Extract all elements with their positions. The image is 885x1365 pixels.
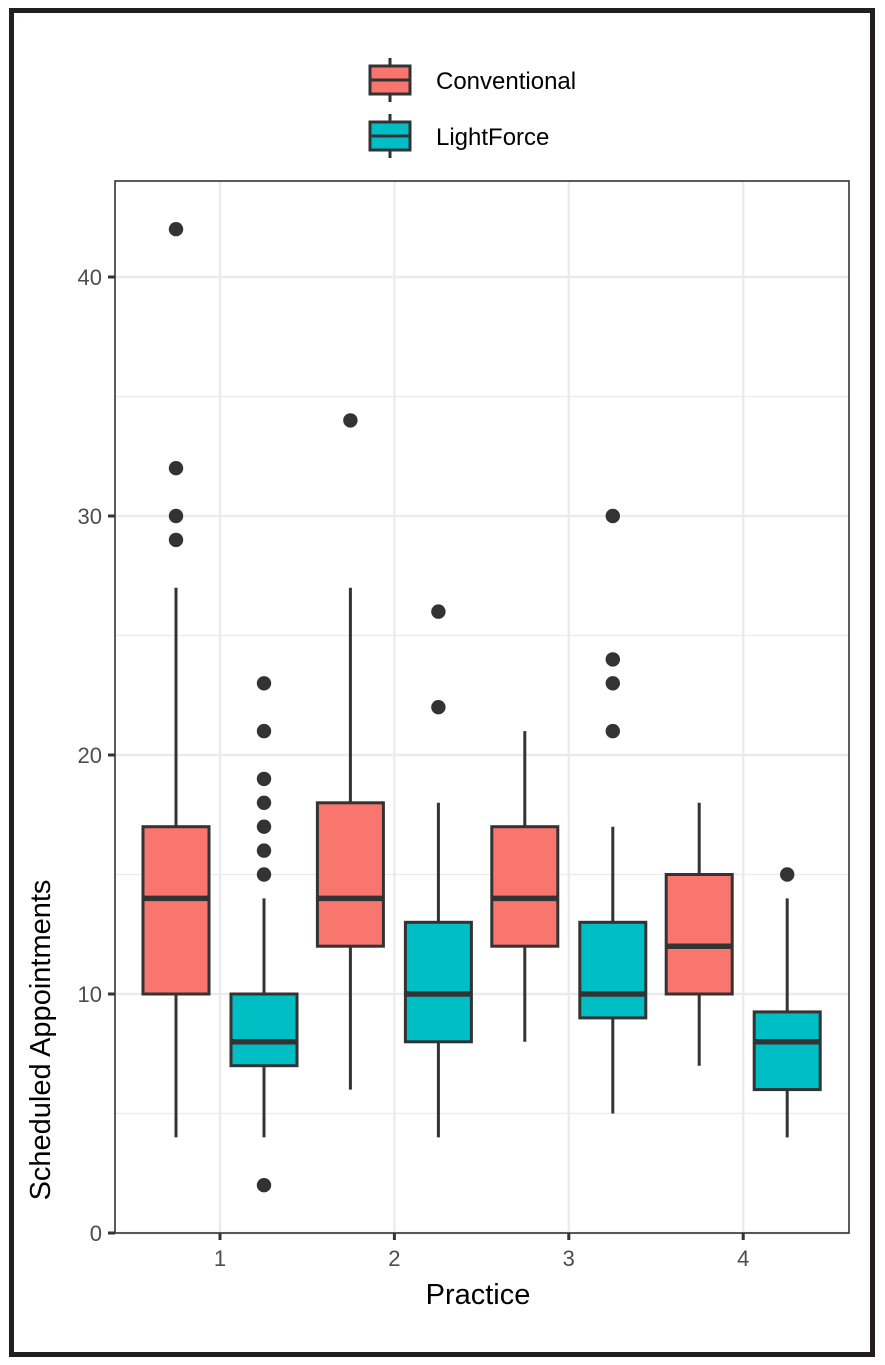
plot-panel-background [115,181,849,1233]
outlier-point [256,867,272,882]
outlier-point [256,771,272,787]
outlier-point [431,604,446,619]
box-iqr [403,920,473,1044]
y-axis-title: Scheduled Appointments [25,880,57,1201]
outlier-point [256,795,272,810]
outlier-point [431,700,446,715]
y-tick-label: 40 [78,265,102,290]
axes: 0 10 20 30 40 1 2 3 4 [78,265,750,1271]
legend-item-lightforce: LightForce [368,114,549,158]
figure-frame [9,8,875,1357]
x-tick-label: 3 [563,1246,575,1271]
outlier-point [256,1178,272,1193]
x-tick-label: 1 [214,1246,226,1271]
outlier-point [168,222,184,237]
legend: Conventional LightForce [368,58,576,158]
outlier-point [605,676,620,691]
y-tick-label: 0 [90,1221,102,1246]
box-lightforce-practice-4 [752,867,822,1138]
box-conventional-practice-3 [490,731,560,1042]
box-lightforce-practice-1 [229,676,299,1193]
x-axis-title: Practice [426,1279,531,1311]
box-conventional-practice-1 [141,222,211,1138]
grid-lines [115,181,849,1235]
box-conventional-practice-4 [664,802,734,1066]
box-iqr [578,920,648,1020]
y-tick-label: 10 [78,982,102,1007]
outlier-point [256,843,272,858]
outlier-point [256,676,272,691]
outlier-point [343,413,358,428]
box-iqr [315,801,385,948]
outlier-point [168,532,184,548]
outlier-point [168,508,184,524]
outlier-point [605,652,620,667]
box-iqr [490,825,560,948]
legend-label: LightForce [436,124,549,151]
box-conventional-practice-2 [315,413,385,1090]
box-iqr [229,992,299,1068]
legend-item-conventional: Conventional [368,58,576,102]
x-tick-label: 4 [737,1246,749,1271]
y-tick-label: 20 [78,743,102,768]
legend-label: Conventional [436,68,576,95]
box-iqr [664,873,734,996]
y-tick-label: 30 [78,504,102,529]
outlier-point [168,461,184,476]
outlier-point [780,867,795,882]
x-tick-label: 2 [388,1246,400,1271]
box-layer [141,222,822,1193]
plot-panel-border [114,180,850,1234]
outlier-point [256,723,272,739]
outlier-point [256,819,272,834]
box-iqr [141,825,211,996]
box-lightforce-practice-2 [403,604,473,1138]
outlier-point [605,723,620,739]
box-iqr [752,1010,822,1092]
outlier-point [605,508,620,524]
box-lightforce-practice-3 [578,508,648,1114]
